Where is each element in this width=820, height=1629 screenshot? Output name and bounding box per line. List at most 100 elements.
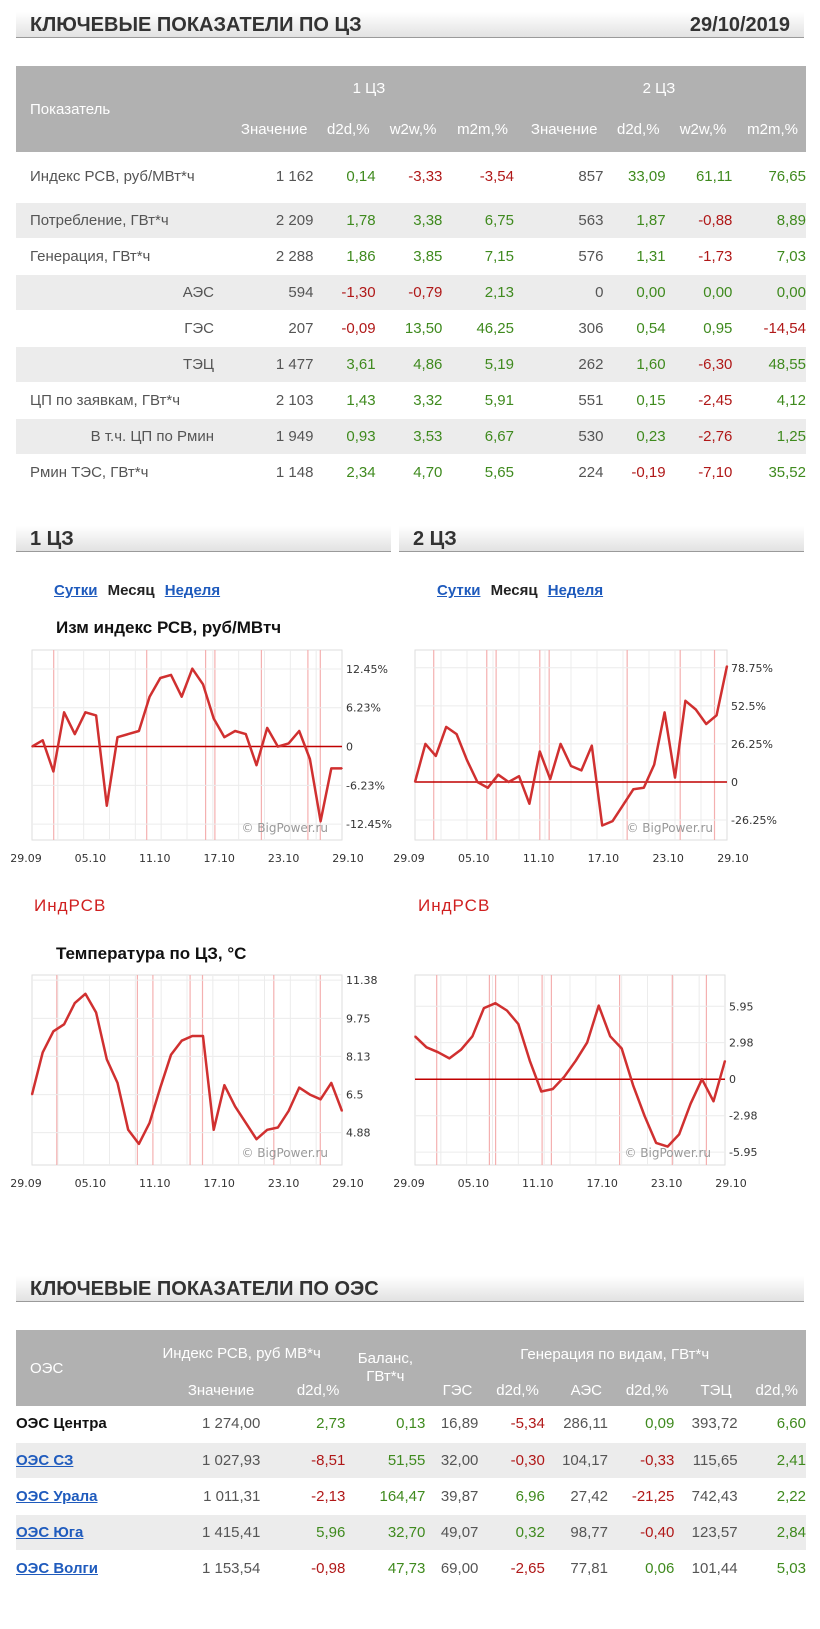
chart-index-1cz: 12.45% 6.23% 0 -6.23% -12.45% 29.09 05.10 11.10… [10, 649, 392, 865]
table-row: В т.ч. ЦП по Рмин 1 949 0,93 3,53 6,67 530 0,2… [16, 418, 806, 455]
data-point [266, 727, 268, 729]
data-point [655, 1142, 657, 1144]
oes-link[interactable]: ОЭС Урала [16, 1487, 98, 1505]
cell-value: 0,06 [609, 1550, 677, 1587]
group-2cz: 2 ЦЗ [642, 79, 676, 97]
tab-month[interactable]: Месяц [107, 582, 155, 599]
oes-name-cell: ОЭС Урала [16, 1478, 140, 1515]
cell-value: -7,10 [667, 454, 735, 491]
y-tick-label: 12.45% [346, 663, 388, 676]
cell-value: 3,38 [377, 202, 445, 239]
cell-value: 262 [515, 346, 606, 383]
cell-value: -2,65 [480, 1550, 547, 1587]
tab-week[interactable]: Неделя [547, 582, 604, 599]
data-point [127, 733, 130, 735]
chart-title-index: Изм индекс РСВ, руб/МВтч [56, 618, 282, 637]
cell-value: 1 027,93 [140, 1442, 263, 1479]
y-tick-label: 4.88 [346, 1127, 371, 1140]
cell-value: -0,88 [667, 202, 735, 239]
tab-month[interactable]: Месяц [490, 582, 538, 599]
data-point [223, 736, 226, 739]
cell-value: 306 [515, 310, 606, 347]
data-point [191, 1035, 194, 1037]
data-point [116, 736, 119, 739]
y-tick-label: 6.23% [346, 702, 381, 715]
cell-value: 1 162 [226, 152, 316, 203]
data-point [255, 1138, 258, 1140]
data-point [435, 755, 437, 757]
cell-value: 6,67 [444, 418, 516, 455]
cell-value: -0,30 [480, 1442, 547, 1479]
data-point [559, 743, 562, 745]
subcol-header: Значение [187, 1381, 255, 1399]
x-tick-label: 05.10 [458, 852, 490, 865]
series-line [31, 667, 342, 823]
oes-link[interactable]: ОЭС Юга [16, 1523, 84, 1541]
cell-value: 0,23 [605, 418, 668, 455]
data-point [609, 1035, 611, 1038]
oes-name-cell: ОЭС Центра [16, 1406, 140, 1443]
cell-value: 164,47 [347, 1478, 428, 1515]
cell-value: 16,89 [427, 1406, 481, 1443]
data-point [170, 1053, 172, 1056]
oes-link[interactable]: ОЭС СЗ [16, 1451, 74, 1469]
cell-value: 98,77 [546, 1514, 610, 1551]
y-tick-label: -6.23% [346, 779, 385, 792]
data-point [574, 1060, 577, 1062]
subcol-header: d2d,% [296, 1381, 340, 1399]
table-row: ОЭС СЗ 1 027,93 -8,51 51,55 32,00 -0,30 104,17… [16, 1442, 806, 1479]
data-point [159, 677, 162, 679]
data-point [715, 714, 718, 717]
oes-link[interactable]: ОЭС Волги [16, 1559, 98, 1577]
data-point [95, 1011, 97, 1014]
y-tick-label: 52.5% [731, 700, 766, 713]
tab-day[interactable]: Сутки [54, 582, 98, 599]
data-point [73, 733, 76, 735]
data-point [106, 1058, 108, 1061]
data-point [138, 1143, 140, 1145]
chart-title-temp: Температура по ЦЗ, °C [56, 944, 247, 963]
data-point [309, 758, 311, 760]
y-tick-label: 0 [731, 776, 738, 789]
y-tick-label: 6.5 [346, 1089, 364, 1102]
section-header-oes: КЛЮЧЕВЫЕ ПОКАЗАТЕЛИ ПО ОЭС [16, 1276, 804, 1302]
data-point [127, 1129, 130, 1131]
cell-value: -1,73 [667, 238, 735, 275]
oes-name-cell: ОЭС СЗ [16, 1442, 140, 1479]
table-row: Индекс РСВ, руб/МВт*ч 1 162 0,14 -3,33 -3,54… [16, 152, 806, 203]
series-line [30, 992, 344, 1146]
data-point [684, 699, 687, 702]
data-point [277, 1126, 279, 1129]
cell-value: 4,12 [734, 382, 806, 419]
cell-value: 393,72 [676, 1406, 740, 1443]
cell-value: 1 148 [226, 454, 316, 491]
data-point [539, 750, 541, 753]
table-row: АЭС 594 -1,30 -0,79 2,13 0 0,00 0,00 0,00 [16, 274, 806, 311]
data-point [309, 1093, 311, 1096]
row-label: Индекс РСВ, руб/МВт*ч [16, 152, 226, 203]
x-tick-label: 29.10 [332, 1177, 364, 1190]
x-tick-label: 29.10 [717, 852, 749, 865]
data-point [570, 765, 572, 767]
data-point [255, 764, 258, 767]
cell-value: 46,25 [444, 310, 516, 347]
panel-title-1cz: 1 ЦЗ [30, 528, 74, 550]
table-row: ОЭС Урала 1 011,31 -2,13 164,47 39,87 6,96 27,… [16, 1478, 806, 1515]
cell-value: 1 415,41 [140, 1514, 263, 1551]
table-row: Потребление, ГВт*ч 2 209 1,78 3,38 6,75 563 1,… [16, 202, 806, 239]
data-point [724, 1060, 726, 1062]
x-tick-label: 23.10 [268, 852, 300, 865]
data-point [620, 1047, 623, 1050]
data-point [52, 770, 55, 773]
data-point [540, 1090, 543, 1093]
data-point [287, 1110, 290, 1112]
watermark: © BigPower.ru [626, 821, 713, 835]
data-point [319, 820, 322, 823]
tab-week[interactable]: Неделя [164, 582, 221, 599]
cell-value: 1 274,00 [140, 1406, 263, 1443]
cell-value: 551 [515, 382, 606, 419]
tab-day[interactable]: Сутки [437, 582, 481, 599]
data-point [476, 781, 479, 783]
subcol-header: w2w,% [389, 120, 437, 138]
cell-value: 48,55 [734, 346, 806, 383]
